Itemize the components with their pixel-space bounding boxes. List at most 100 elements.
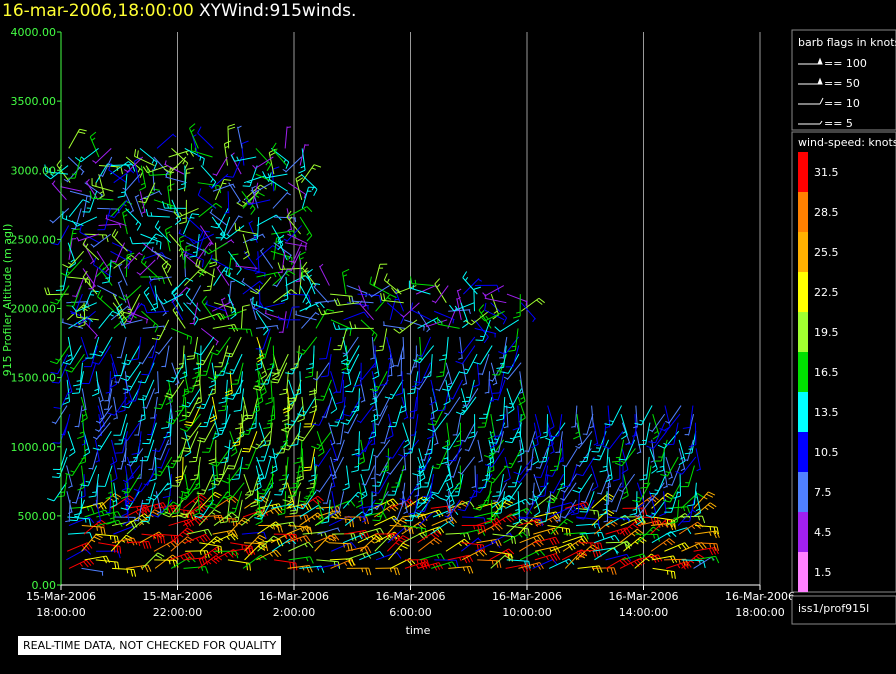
wind-barb <box>277 262 303 270</box>
wind-barb <box>119 319 143 326</box>
wind-barb <box>240 304 250 329</box>
wind-barb <box>126 564 152 573</box>
wind-barb <box>49 208 70 224</box>
wind-barb <box>175 456 184 482</box>
wind-barb <box>81 534 103 552</box>
wind-barb <box>575 430 593 450</box>
wind-barb <box>370 422 376 446</box>
speed-legend-swatch <box>798 352 808 392</box>
wind-barb <box>108 162 127 184</box>
wind-barb <box>66 301 89 306</box>
wind-barb <box>560 482 577 502</box>
wind-barb <box>50 285 70 305</box>
wind-barb <box>353 362 362 388</box>
wind-barb <box>550 448 562 472</box>
wind-barb <box>124 251 143 269</box>
wind-barb <box>163 156 187 173</box>
wind-barb <box>165 173 187 184</box>
wind-barb <box>316 499 324 526</box>
wind-barb <box>95 261 119 278</box>
wind-barb <box>215 216 231 239</box>
wind-barb <box>196 473 214 495</box>
wind-barb <box>67 156 85 176</box>
wind-barb <box>289 491 301 515</box>
wind-barb <box>446 491 451 514</box>
wind-barb <box>302 531 328 539</box>
wind-barb <box>478 304 492 329</box>
wind-barb <box>73 491 83 516</box>
wind-barb <box>220 225 245 240</box>
wind-barb <box>92 431 112 451</box>
wind-barb <box>184 431 192 457</box>
wind-barb <box>188 233 214 244</box>
wind-barb <box>225 353 243 375</box>
wind-barb <box>559 439 564 463</box>
wind-barb <box>290 422 301 447</box>
wind-barb <box>484 294 507 304</box>
wind-barb <box>241 140 249 166</box>
wind-barb <box>254 465 262 491</box>
wind-barb <box>104 388 113 411</box>
wind-barb <box>313 534 340 544</box>
wind-barb <box>623 536 647 552</box>
wind-barb <box>164 379 185 399</box>
wind-barb <box>122 499 130 526</box>
speed-legend-label: 28.5 <box>814 206 839 219</box>
wind-barb <box>539 414 548 439</box>
wind-barb <box>124 191 135 214</box>
wind-barb <box>134 149 155 167</box>
wind-barb <box>351 388 360 413</box>
wind-barb <box>156 133 177 149</box>
wind-barb <box>296 456 304 482</box>
wind-barb <box>182 431 199 452</box>
wind-barb <box>175 345 185 370</box>
wind-barb <box>265 465 274 491</box>
wind-barb <box>474 319 489 344</box>
wind-barb <box>125 156 144 178</box>
wind-barb <box>280 422 288 448</box>
wind-barb <box>255 328 271 350</box>
wind-barb <box>296 448 304 474</box>
wind-barb <box>477 405 491 428</box>
wind-barb <box>151 319 170 341</box>
wind-barb <box>360 499 367 523</box>
wind-barb <box>90 233 112 248</box>
wind-barb <box>117 174 128 198</box>
wind-barb <box>244 473 260 496</box>
wind-barb <box>682 499 695 523</box>
wind-barb <box>684 414 695 436</box>
wind-barb <box>341 353 360 375</box>
wind-barb <box>52 456 68 479</box>
wind-barb <box>105 491 112 514</box>
wind-barb <box>157 448 170 469</box>
wind-barb <box>228 182 241 204</box>
wind-barb <box>248 182 259 205</box>
wind-barb <box>110 164 136 172</box>
wind-barb <box>439 482 460 501</box>
wind-barb <box>205 300 227 312</box>
wind-barb <box>164 225 173 252</box>
wind-barb <box>186 528 213 536</box>
wind-barb <box>534 511 561 520</box>
chart-title: XYWind:915winds. <box>199 1 357 21</box>
wind-barb <box>346 302 369 310</box>
wind-barb <box>635 533 660 542</box>
wind-barb <box>121 388 140 409</box>
wind-barb <box>475 541 501 552</box>
speed-legend-swatch <box>798 472 808 512</box>
wind-barb <box>212 324 239 332</box>
wind-barb <box>128 379 142 402</box>
wind-barb <box>512 294 521 319</box>
wind-barb <box>505 563 531 573</box>
wind-barb <box>506 525 530 537</box>
wind-barb <box>438 336 449 361</box>
wind-barb <box>141 242 160 260</box>
wind-barb <box>232 422 242 447</box>
wind-barb <box>72 482 83 504</box>
wind-barb <box>494 319 519 332</box>
speed-legend-box <box>791 131 896 593</box>
wind-barb <box>531 422 539 449</box>
barb-legend-label: == 10 <box>824 97 860 110</box>
wind-barb <box>612 491 624 513</box>
wind-barb <box>506 388 515 414</box>
